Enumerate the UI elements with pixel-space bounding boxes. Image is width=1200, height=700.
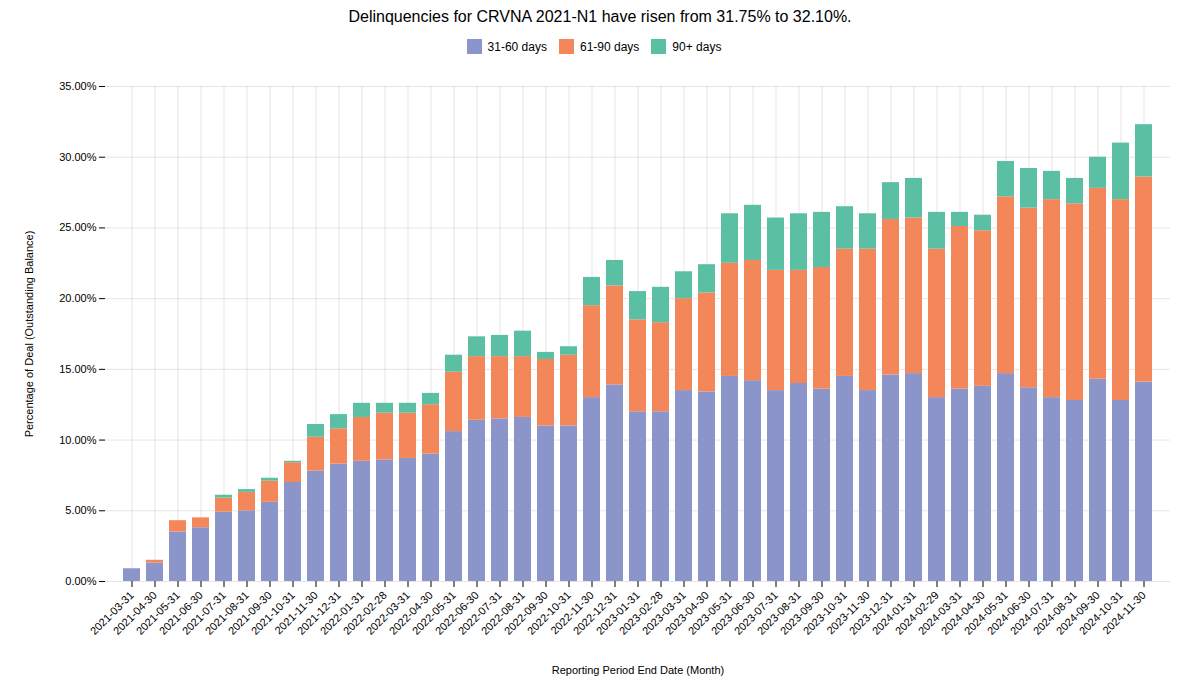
svg-text:2024-11-30: 2024-11-30: [1100, 589, 1148, 637]
svg-text:2022-05-31: 2022-05-31: [409, 588, 458, 637]
svg-text:2022-03-31: 2022-03-31: [363, 588, 412, 637]
svg-text:2024-04-30: 2024-04-30: [938, 588, 987, 637]
svg-text:2021-11-30: 2021-11-30: [272, 588, 320, 637]
svg-text:2024-06-30: 2024-06-30: [984, 588, 1033, 637]
svg-text:2021-12-31: 2021-12-31: [294, 588, 343, 637]
svg-text:2023-08-31: 2023-08-31: [754, 588, 803, 637]
svg-text:2023-02-28: 2023-02-28: [616, 588, 665, 637]
svg-text:2022-06-30: 2022-06-30: [432, 588, 481, 637]
html-text:Delinquencies for CRVNA 2021-N: Delinquencies for CRVNA 2021-N1 have ris…: [348, 8, 852, 25]
svg-text:2021-04-30: 2021-04-30: [110, 588, 159, 637]
svg-text:2022-11-30: 2022-11-30: [548, 588, 596, 637]
svg-text:2022-09-30: 2022-09-30: [501, 588, 550, 637]
svg-text:2023-05-31: 2023-05-31: [685, 588, 734, 637]
svg-text:35.00%: 35.00%: [59, 80, 97, 92]
svg-text:2023-09-30: 2023-09-30: [777, 588, 826, 637]
svg-text:2022-01-31: 2022-01-31: [317, 588, 366, 637]
svg-text:2022-07-31: 2022-07-31: [455, 588, 504, 637]
svg-text:2023-12-31: 2023-12-31: [846, 588, 895, 637]
svg-text:10.00%: 10.00%: [59, 434, 97, 446]
svg-text:2021-05-31: 2021-05-31: [133, 588, 182, 637]
html-text:61-90 days: 61-90 days: [580, 39, 640, 54]
svg-text:2024-10-31: 2024-10-31: [1076, 588, 1125, 637]
svg-text:2024-01-31: 2024-01-31: [869, 588, 918, 637]
svg-text:25.00%: 25.00%: [59, 221, 97, 233]
svg-text:2022-12-31: 2022-12-31: [570, 588, 619, 637]
svg-text:20.00%: 20.00%: [59, 292, 97, 304]
svg-text:2021-06-30: 2021-06-30: [156, 588, 205, 637]
svg-text:15.00%: 15.00%: [59, 363, 97, 375]
svg-text:2024-08-31: 2024-08-31: [1030, 588, 1079, 637]
svg-text:Percentage of Deal (Outstandin: Percentage of Deal (Outstanding Balance): [23, 231, 35, 438]
svg-text:Reporting Period End Date (Mon: Reporting Period End Date (Month): [552, 664, 724, 676]
svg-text:2023-07-31: 2023-07-31: [731, 588, 780, 637]
svg-text:2022-02-28: 2022-02-28: [340, 588, 389, 637]
svg-text:0.00%: 0.00%: [65, 575, 96, 587]
svg-text:2023-03-31: 2023-03-31: [639, 588, 688, 637]
svg-text:5.00%: 5.00%: [65, 504, 96, 516]
svg-text:2024-09-30: 2024-09-30: [1053, 588, 1102, 637]
svg-text:2024-07-31: 2024-07-31: [1007, 588, 1056, 637]
svg-text:2024-05-31: 2024-05-31: [961, 588, 1010, 637]
svg-text:2022-08-31: 2022-08-31: [478, 588, 527, 637]
svg-text:2023-06-30: 2023-06-30: [708, 588, 757, 637]
html-text:31-60 days: 31-60 days: [487, 39, 547, 54]
svg-text:2022-04-30: 2022-04-30: [386, 588, 435, 637]
svg-text:2021-09-30: 2021-09-30: [225, 588, 274, 637]
svg-text:2023-11-30: 2023-11-30: [824, 588, 872, 637]
html-text:90+ days: 90+ days: [672, 39, 722, 54]
svg-text:2021-08-31: 2021-08-31: [202, 588, 251, 637]
svg-text:2021-10-31: 2021-10-31: [248, 588, 297, 637]
svg-text:2023-10-31: 2023-10-31: [800, 588, 849, 637]
svg-text:30.00%: 30.00%: [59, 151, 97, 163]
svg-text:2024-02-29: 2024-02-29: [892, 588, 941, 637]
svg-text:2023-01-31: 2023-01-31: [593, 588, 642, 637]
svg-text:2023-04-30: 2023-04-30: [662, 588, 711, 637]
svg-text:2024-03-31: 2024-03-31: [915, 588, 964, 637]
svg-text:2021-03-31: 2021-03-31: [87, 588, 136, 637]
svg-text:2021-07-31: 2021-07-31: [179, 588, 228, 637]
svg-text:2022-10-31: 2022-10-31: [524, 588, 573, 637]
